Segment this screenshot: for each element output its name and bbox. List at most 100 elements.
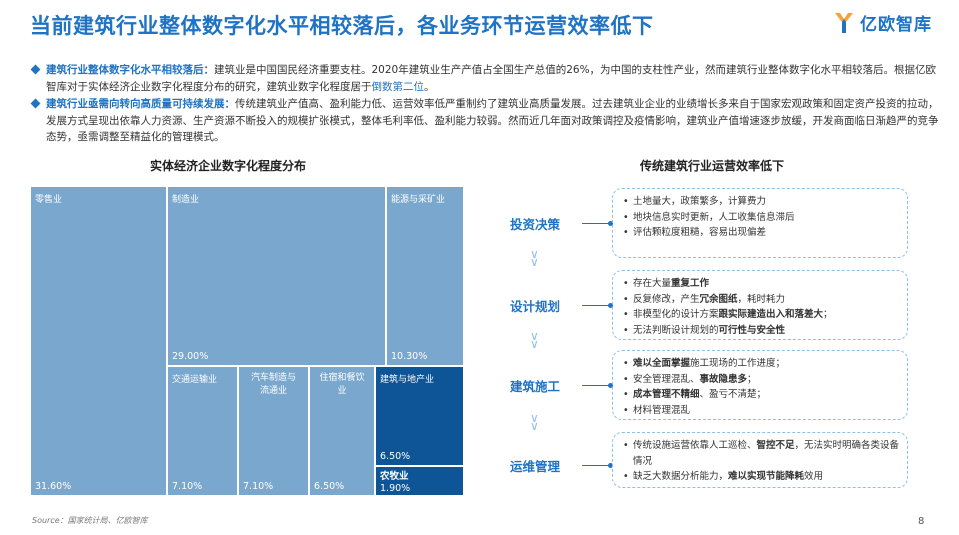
flow-item-text: 难以全面掌握 [633,358,691,369]
flow-stage-box: 土地量大，政策繁多，计算费力地块信息实时更新，人工收集信息滞后评估颗粒度粗糙，容… [612,188,908,258]
flow-item-text: 非模型化的设计方案 [633,309,719,320]
treemap-cell-value: 31.60% [35,481,72,492]
treemap-cell: 住宿和餐饮业 6.50% [309,366,375,496]
flow-item: 评估颗粒度粗糙，容易出现偏差 [623,225,907,241]
diamond-bullet-icon [30,64,41,75]
flow-item-text: ； [823,309,833,320]
flow-item: 传统设施运营依靠人工巡检、智控不足，无法实时明确各类设备情况 [623,438,907,469]
flow-item: 难以全面掌握施工现场的工作进度； [623,356,907,372]
treemap-cell-label: 住宿和餐饮业 [319,373,365,396]
flow-item-text: 缺乏大数据分析能力， [633,471,729,482]
treemap-cell-value: 6.50% [380,451,411,462]
flow-item: 成本管理不精细、盈亏不清楚； [623,387,907,403]
intro-bullets: 建筑行业整体数字化水平相较落后：建筑业是中国国民经济重要支柱。2020年建筑业生… [30,62,944,147]
flow-item-text: 重复工作 [671,278,710,289]
bullet-highlight: 倒数第二位 [371,80,425,93]
flow-item: 缺乏大数据分析能力，难以实现节能降耗效用 [623,469,907,485]
flow-item: 反复修改，产生冗余图纸，耗时耗力 [623,292,907,308]
flow-connector-line [582,305,610,306]
flow-item-text: 传统设施运营依靠人工巡检、 [633,440,757,451]
flow-item-text: 可行性与安全性 [718,324,786,336]
brand-name: 亿欧智库 [860,15,932,35]
flow-connector-dot [608,463,613,468]
bullet-tail: 。 [424,80,435,93]
flow-item-text: 地块信息实时更新，人工收集信息滞后 [633,211,795,223]
flow-item-text: 、盈亏不清楚； [699,389,767,400]
flow-diagram: 投资决策 土地量大，政策繁多，计算费力地块信息实时更新，人工收集信息滞后评估颗粒度… [500,184,920,504]
flow-item-list: 存在大量重复工作反复修改，产生冗余图纸，耗时耗力非模型化的设计方案跟实际建造出入… [613,271,907,338]
flow-item-text: ，耗时耗力 [737,293,786,305]
treemap-cell: 能源与采矿业 10.30% [386,186,464,366]
treemap-cell-label: 制造业 [172,195,200,205]
flow-stage-label: 运维管理 [510,459,561,474]
flow-item-text: 无法判断设计规划的 [633,324,719,336]
flow-item-text: 存在大量 [633,278,672,289]
chevron-down-icon: ∨ ∨ [530,247,539,269]
flow-connector-dot [608,303,613,308]
treemap-title: 实体经济企业数字化程度分布 [150,159,307,173]
flow-item-text: 智控不足 [756,440,795,451]
treemap-cell: 交通运输业 7.10% [167,366,238,496]
flow-item: 安全管理混乱、事故隐患多； [623,372,907,388]
flow-connector-line [582,465,610,466]
flow-item-text: ，无法实时明确各类设备情况 [633,440,900,467]
treemap-cell-value: 6.50% [314,481,345,492]
flow-connector-dot [608,383,613,388]
treemap-chart: 零售业 31.60% 制造业 29.00% 能源与采矿业 10.30% 交通运输业 7.10%… [30,186,464,496]
treemap-cell: 建筑与地产业 6.50% [375,366,464,466]
flow-connector-line [582,385,610,386]
flow-item-list: 土地量大，政策繁多，计算费力地块信息实时更新，人工收集信息滞后评估颗粒度粗糙，容… [613,189,907,241]
chevron-down-icon: ∨ ∨ [530,329,539,351]
treemap-cell-label: 能源与采矿业 [391,195,446,205]
flow-item: 材料管理混乱 [623,403,907,419]
treemap-cell-label: 农牧业 [380,471,409,482]
treemap-cell-value: 10.30% [391,351,428,362]
flow-item-text: 跟实际建造出入和落差大 [718,309,824,320]
bullet-text: 传统建筑业产值高、盈利能力低、运营效率低严重制约了建筑业高质量发展。过去建筑业企… [46,98,939,143]
flow-item: 地块信息实时更新，人工收集信息滞后 [623,210,907,226]
flow-item-text: 安全管理混乱、 [633,373,700,385]
flow-item-list: 传统设施运营依靠人工巡检、智控不足，无法实时明确各类设备情况缺乏大数据分析能力，… [613,433,907,485]
flow-stage-label: 设计规划 [510,299,561,314]
treemap-cell-label: 交通运输业 [172,375,218,385]
flow-connector-line [582,223,610,224]
treemap-cell: 农牧业 1.90% [375,466,464,496]
treemap-cell: 制造业 29.00% [167,186,386,366]
flow-item-text: 评估颗粒度粗糙，容易出现偏差 [633,227,767,238]
bullet-item: 建筑行业整体数字化水平相较落后：建筑业是中国国民经济重要支柱。2020年建筑业生… [30,62,944,95]
flow-title: 传统建筑行业运营效率低下 [640,159,785,173]
flow-item: 非模型化的设计方案跟实际建造出入和落差大； [623,307,907,323]
brand-logo: 亿欧智库 [833,10,932,35]
bullet-text: 建筑业是中国国民经济重要支柱。2020年建筑业生产产值占全国生产总值的26%，为… [46,64,937,93]
flow-item: 存在大量重复工作 [623,276,907,292]
flow-item-text: 效用 [804,471,824,482]
flow-item-text: 成本管理不精细 [633,389,700,400]
chevron-down-icon: ∨ ∨ [530,411,539,433]
flow-item-text: 反复修改，产生 [633,293,700,305]
flow-connector-dot [608,221,613,226]
flow-item: 土地量大，政策繁多，计算费力 [623,194,907,210]
page-title: 当前建筑行业整体数字化水平相较落后，各业务环节运营效率低下 [30,14,654,38]
flow-stage-box: 存在大量重复工作反复修改，产生冗余图纸，耗时耗力非模型化的设计方案跟实际建造出入… [612,270,908,340]
flow-stage-label: 投资决策 [510,217,561,232]
flow-stage-box: 传统设施运营依靠人工巡检、智控不足，无法实时明确各类设备情况缺乏大数据分析能力，… [612,432,908,488]
treemap-cell-label: 建筑与地产业 [380,375,435,385]
flow-item-text: 冗余图纸 [699,293,738,305]
diamond-bullet-icon [30,98,41,109]
flow-item-text: ； [747,373,757,385]
bullet-heading: 建筑行业整体数字化水平相较落后： [46,64,214,76]
treemap-cell-label: 汽车制造与流通业 [250,373,296,396]
treemap-cell: 汽车制造与流通业 7.10% [238,366,309,496]
treemap-cell-value: 7.10% [172,481,203,492]
treemap-cell-value: 29.00% [172,351,209,362]
page-number: 8 [918,516,925,527]
flow-item-text: 难以实现节能降耗 [728,471,805,482]
treemap-cell: 零售业 31.60% [30,186,167,496]
flow-item: 无法判断设计规划的可行性与安全性 [623,323,907,339]
bullet-item: 建筑行业亟需向转向高质量可持续发展：传统建筑业产值高、盈利能力低、运营效率低严重… [30,96,944,146]
flow-stage-box: 难以全面掌握施工现场的工作进度；安全管理混乱、事故隐患多；成本管理不精细、盈亏不… [612,350,908,420]
flow-item-text: 事故隐患多 [699,373,748,385]
logo-mark-icon [835,12,853,33]
flow-item-list: 难以全面掌握施工现场的工作进度；安全管理混乱、事故隐患多；成本管理不精细、盈亏不… [613,351,907,418]
flow-stage-label: 建筑施工 [510,379,561,394]
